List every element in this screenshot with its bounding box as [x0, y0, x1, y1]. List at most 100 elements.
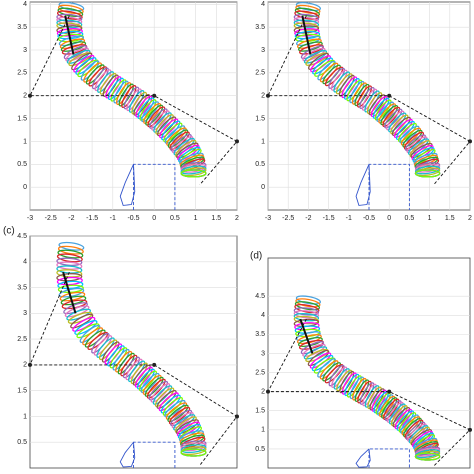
tube-ring: [72, 316, 96, 332]
tube-ring: [390, 405, 408, 427]
tube-ring: [147, 106, 166, 128]
y-tick-label: 3: [261, 350, 265, 357]
tube-ring: [131, 91, 148, 115]
tube-ring: [294, 303, 320, 314]
tube-ring: [364, 90, 380, 113]
tube-ring: [341, 372, 357, 395]
tube-ring: [56, 19, 83, 29]
loop-line: [119, 164, 136, 206]
point: [152, 362, 157, 367]
y-tick-label: 3.5: [255, 331, 265, 338]
tube-ring: [59, 291, 86, 302]
tube-ring: [303, 50, 328, 64]
x-tick-label: 1: [194, 215, 198, 222]
tube-ring: [171, 411, 194, 429]
x-tick-label: -2.5: [282, 215, 294, 222]
tube-ring: [118, 83, 134, 107]
tube-ring: [140, 372, 160, 393]
x-tick-label: 1.5: [445, 215, 455, 222]
x-tick-label: -2.5: [45, 215, 57, 222]
y-tick-label: 0: [23, 184, 27, 191]
tube-ring: [136, 368, 155, 390]
x-tick-label: -3: [27, 215, 33, 222]
tube-ring: [162, 396, 183, 416]
tube-ring: [156, 390, 177, 409]
tube-ring: [414, 452, 441, 461]
tube-ring: [295, 295, 322, 305]
tube-ring: [391, 116, 411, 136]
x-tick-label: -1.5: [323, 215, 335, 222]
tube-ring: [110, 79, 127, 102]
tube-ring: [298, 41, 323, 52]
plot-area: [267, 257, 471, 469]
panel: 0 0.5 1 1.5 2 2.5 3 3.5 4 -3 -2.5 -2 -1.5 -1 -0.5 0 0.5 1…: [255, 1, 472, 222]
tube-ring: [349, 80, 365, 104]
tube-ring: [384, 108, 403, 129]
y-tick-label: 0.5: [17, 161, 27, 168]
x-tick-label: -1: [346, 215, 352, 222]
tube-ring: [56, 253, 83, 263]
tube-ring: [166, 127, 187, 146]
tube-ring: [142, 374, 162, 395]
dashed-line: [368, 163, 410, 210]
tube-ring: [390, 114, 409, 135]
tube-ring: [164, 125, 186, 144]
dashed-line: [29, 271, 238, 466]
rod-line: [299, 318, 314, 354]
tube-ring: [335, 73, 353, 95]
tube-ring: [411, 430, 434, 448]
loop-line: [119, 441, 136, 468]
tube-ring: [180, 169, 207, 178]
y-tick-label: 2.5: [17, 336, 27, 343]
x-tick-label: 0: [387, 215, 391, 222]
tube-ring: [343, 78, 360, 100]
panel: (d) 0.5 1 1.5 2 2.5 3 3.5 4 4.5: [250, 251, 472, 469]
panel-label: (c): [3, 226, 15, 237]
loop-line: [355, 448, 371, 468]
tube-ring: [135, 95, 153, 118]
dashed-line: [267, 15, 471, 186]
tube-ring: [134, 366, 153, 388]
y-tick-label: 3: [23, 47, 27, 54]
y-tick-label: 4.5: [17, 233, 27, 240]
tube-ring: [357, 380, 372, 404]
tube-ring: [336, 369, 353, 392]
tube-ring: [56, 257, 83, 266]
point: [235, 139, 239, 144]
tube-ring: [403, 131, 425, 150]
tube-ring: [57, 280, 84, 290]
tube-ring: [308, 52, 329, 70]
point: [266, 389, 270, 394]
y-tick-label: 1.5: [17, 115, 27, 122]
tube-ring: [113, 80, 129, 104]
x-tick-label: -1: [110, 215, 116, 222]
tube-ring: [58, 1, 85, 12]
y-tick-label: 3.5: [255, 24, 265, 31]
tube-ring: [163, 122, 183, 143]
tube-ring: [144, 376, 164, 397]
tube-ring: [143, 102, 162, 124]
x-tick-label: -0.5: [127, 215, 139, 222]
tube-ring: [352, 377, 367, 401]
x-tick-label: 0.5: [170, 215, 180, 222]
dashed-line: [133, 163, 176, 210]
panel: (c) 0.5 1 1.5 2 2.5 3 3.5 4 4.5: [3, 226, 239, 469]
tube-ring: [297, 38, 322, 49]
tube-ring: [376, 101, 395, 122]
tube-ring: [65, 47, 89, 62]
y-tick-label: 0: [261, 184, 265, 191]
tube-ring: [149, 108, 168, 129]
tube-ring: [346, 375, 362, 398]
tube-ring: [179, 154, 205, 167]
tube-ring: [400, 127, 422, 146]
tube-ring: [99, 72, 117, 95]
tube-ring: [56, 13, 83, 23]
y-tick-label: 2: [261, 93, 265, 100]
tube-ring: [339, 370, 355, 394]
tube-ring: [57, 249, 84, 259]
y-tick-label: 3.5: [17, 284, 27, 291]
tube-ring: [133, 93, 151, 116]
tube-ring: [359, 86, 375, 110]
tube-ring: [75, 57, 97, 75]
tube-ring: [381, 397, 398, 419]
